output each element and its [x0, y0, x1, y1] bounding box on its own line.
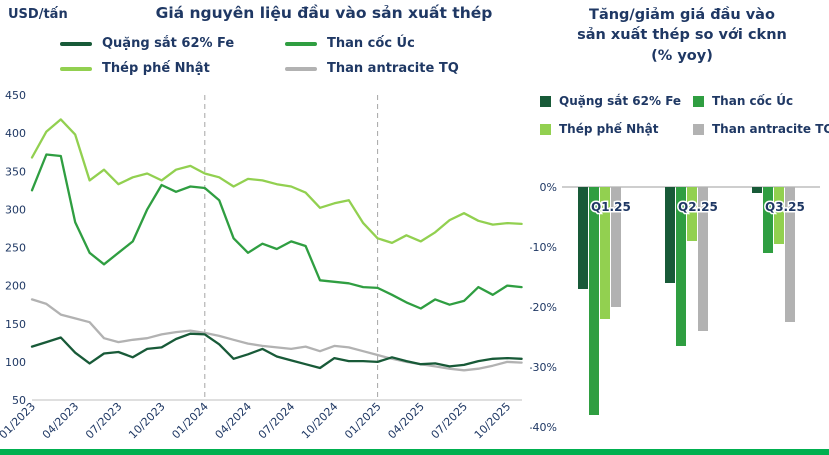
quarter-label: Q3.25	[765, 200, 805, 214]
bar-chart-title-line2: sản xuất thép so với cknn	[577, 27, 787, 44]
x-tick-label: 07/2024	[256, 400, 298, 442]
line-series-scrap	[30, 118, 523, 245]
y-tick-label: 250	[5, 242, 26, 255]
legend-item-anthracite: Than antracite TQ	[285, 61, 490, 76]
line-chart-title: Giá nguyên liệu đầu vào sản xuất thép	[155, 4, 493, 22]
y-tick-label: 400	[5, 127, 26, 140]
legend-label: Than cốc Úc	[327, 36, 415, 51]
iron_ore-swatch	[540, 95, 551, 107]
legend-label: Than antracite TQ	[712, 122, 829, 136]
bar-anthracite-Q1.25	[611, 187, 621, 307]
bar-anthracite-Q2.25	[698, 187, 708, 331]
legend-label: Than cốc Úc	[712, 94, 794, 108]
anthracite-swatch	[693, 123, 704, 135]
bar-plot: 0% -10% -20% -30% -40% Q1.25 Q2.25 Q3.25	[530, 181, 820, 434]
bar-chart-legend: Quặng sắt 62% Fe Than cốc Úc Thép phế Nhật…	[540, 94, 829, 136]
bar-coking_coal-Q2.25	[676, 187, 686, 346]
legend-item-scrap: Thép phế Nhật	[540, 122, 693, 136]
legend-item-iron_ore: Quặng sắt 62% Fe	[540, 94, 693, 108]
line-chart-legend: Quặng sắt 62% Fe Than cốc Úc Thép phế Nhật…	[60, 36, 490, 76]
line-series-anthracite	[30, 298, 523, 372]
x-tick-label: 01/2024	[169, 400, 211, 442]
bottom-accent-strip	[0, 449, 829, 455]
scrap-swatch	[540, 123, 551, 135]
bar-scrap-Q1.25	[600, 187, 610, 319]
x-tick-label: 07/2023	[83, 400, 125, 442]
bar-iron_ore-Q2.25	[665, 187, 675, 283]
y-tick-label: 150	[5, 318, 26, 331]
y-tick-label: -20%	[530, 301, 557, 314]
quarter-label: Q1.25	[591, 200, 631, 214]
x-tick-label: 04/2025	[385, 400, 427, 442]
legend-label: Quặng sắt 62% Fe	[559, 94, 682, 108]
anthracite-swatch	[285, 66, 317, 71]
x-tick-label: 04/2024	[213, 400, 255, 442]
y-tick-label: 100	[5, 356, 26, 369]
bar-chart-title: Tăng/giảm giá đầu vào sản xuất thép so v…	[543, 5, 821, 66]
y-tick-label: 350	[5, 165, 26, 178]
bar-iron_ore-Q1.25	[578, 187, 588, 289]
legend-item-coking_coal: Than cốc Úc	[693, 94, 829, 108]
iron_ore-swatch	[60, 41, 92, 46]
x-tick-label: 07/2025	[429, 400, 471, 442]
bar-scrap-Q3.25	[774, 187, 784, 244]
legend-item-iron_ore: Quặng sắt 62% Fe	[60, 36, 285, 51]
legend-item-coking_coal: Than cốc Úc	[285, 36, 490, 51]
y-tick-label: -30%	[530, 361, 557, 374]
y-tick-label: 450	[5, 89, 26, 102]
coking_coal-swatch	[693, 95, 704, 107]
x-tick-label: 10/2024	[299, 400, 341, 442]
bar-chart-title-line3: (% yoy)	[651, 47, 713, 64]
legend-label: Than antracite TQ	[327, 61, 459, 76]
quarter-label: Q2.25	[678, 200, 718, 214]
y-tick-label: -40%	[530, 421, 557, 434]
y-tick-label: 200	[5, 280, 26, 293]
bar-coking_coal-Q1.25	[589, 187, 599, 415]
legend-label: Quặng sắt 62% Fe	[102, 36, 235, 51]
y-axis-unit-label: USD/tấn	[8, 7, 68, 22]
coking_coal-swatch	[285, 41, 317, 46]
x-tick-label: 10/2025	[472, 400, 514, 442]
legend-item-anthracite: Than antracite TQ	[693, 122, 829, 136]
bar-iron_ore-Q3.25	[752, 187, 762, 193]
legend-label: Thép phế Nhật	[559, 122, 659, 136]
bar-chart-title-line1: Tăng/giảm giá đầu vào	[589, 7, 775, 23]
line-series-iron_ore	[30, 332, 523, 370]
bar-coking_coal-Q3.25	[763, 187, 773, 253]
bar-anthracite-Q3.25	[785, 187, 795, 322]
y-tick-label: 0%	[540, 181, 557, 194]
legend-label: Thép phế Nhật	[102, 61, 210, 76]
y-tick-label: 50	[12, 394, 26, 407]
y-tick-label: 300	[5, 203, 26, 216]
legend-item-scrap: Thép phế Nhật	[60, 61, 285, 76]
scrap-swatch	[60, 66, 92, 71]
y-tick-label: -10%	[530, 241, 557, 254]
x-tick-label: 04/2023	[40, 400, 82, 442]
x-tick-label: 01/2025	[342, 400, 384, 442]
x-tick-label: 10/2023	[126, 400, 168, 442]
bar-scrap-Q2.25	[687, 187, 697, 241]
line-series-coking_coal	[30, 153, 523, 310]
